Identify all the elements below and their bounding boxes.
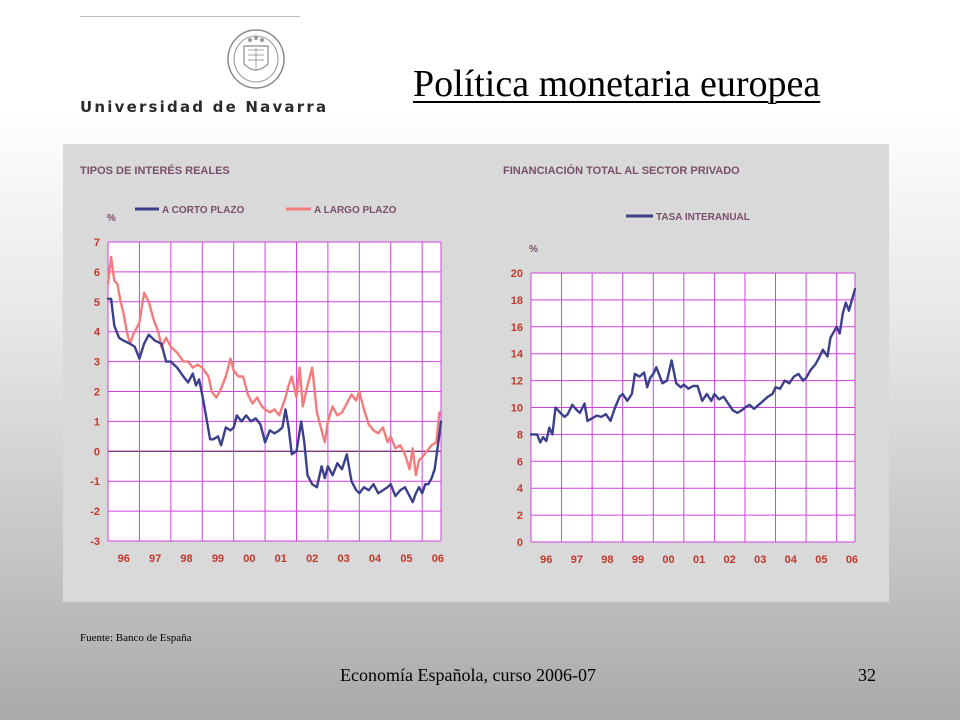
private-credit-y-tick-label: 0 xyxy=(517,537,523,549)
private-credit-x-tick-label: 02 xyxy=(724,554,736,566)
interest-rates-y-tick-label: 2 xyxy=(94,387,100,399)
interest-rates-y-tick-label: 4 xyxy=(94,327,101,339)
interest-rates-chart: TIPOS DE INTERÉS REALES A CORTO PLAZO A … xyxy=(80,164,444,565)
private-credit-x-tick-label: 98 xyxy=(601,554,613,566)
interest-rates-x-tick-label: 96 xyxy=(118,553,130,565)
interest-rates-y-tick-label: -2 xyxy=(90,506,100,518)
interest-rates-y-tick-label: 1 xyxy=(94,416,100,428)
private-credit-x-ticks: 96 97 98 99 00 01 02 03 04 05 06 xyxy=(540,554,858,566)
slide-title: Política monetaria europea xyxy=(413,63,821,105)
interest-rates-chart-title: TIPOS DE INTERÉS REALES xyxy=(80,164,230,177)
source-note: Fuente: Banco de España xyxy=(80,632,192,644)
interest-rates-y-tick-label: 3 xyxy=(94,357,100,369)
interest-rates-series-line-2 xyxy=(106,255,441,477)
interest-rates-x-tick-label: 97 xyxy=(149,553,161,565)
university-logo: Universidad de Navarra xyxy=(80,14,326,116)
interest-rates-y-tick-label: -1 xyxy=(90,476,100,488)
private-credit-x-tick-label: 05 xyxy=(815,554,827,566)
chart-panel: TIPOS DE INTERÉS REALES A CORTO PLAZO A … xyxy=(63,144,889,602)
private-credit-x-tick-label: 96 xyxy=(540,554,552,566)
charts-canvas: TIPOS DE INTERÉS REALES A CORTO PLAZO A … xyxy=(80,164,858,566)
private-credit-series xyxy=(529,287,857,444)
private-credit-x-tick-label: 99 xyxy=(632,554,644,566)
logo-text: Universidad de Navarra xyxy=(80,98,329,116)
private-credit-x-tick-label: 04 xyxy=(785,554,798,566)
interest-rates-x-tick-label: 04 xyxy=(369,553,382,565)
private-credit-y-tick-label: 8 xyxy=(517,429,523,441)
page-number: 32 xyxy=(858,665,876,685)
interest-rates-x-tick-label: 03 xyxy=(337,553,349,565)
interest-rates-y-tick-label: 0 xyxy=(94,446,100,458)
interest-rates-x-tick-label: 06 xyxy=(432,553,444,565)
private-credit-x-tick-label: 00 xyxy=(662,554,674,566)
interest-rates-x-tick-label: 99 xyxy=(212,553,224,565)
legend-label-long-rate: A LARGO PLAZO xyxy=(314,205,397,216)
interest-rates-y-tick-label: 7 xyxy=(94,237,100,249)
interest-rates-y-tick-label: 6 xyxy=(94,267,100,279)
interest-rates-y-tick-label: 5 xyxy=(94,297,100,309)
private-credit-y-tick-label: 14 xyxy=(511,349,524,361)
private-credit-chart-title: FINANCIACIÓN TOTAL AL SECTOR PRIVADO xyxy=(503,164,740,177)
interest-rates-series-line-1 xyxy=(106,297,443,504)
private-credit-y-tick-label: 6 xyxy=(517,456,523,468)
private-credit-y-tick-label: 18 xyxy=(511,295,523,307)
interest-rates-x-tick-label: 05 xyxy=(400,553,412,565)
interest-rates-grid xyxy=(107,241,442,542)
interest-rates-x-tick-label: 98 xyxy=(180,553,192,565)
logo-divider xyxy=(80,16,300,17)
private-credit-y-tick-label: 12 xyxy=(511,376,523,388)
interest-rates-series xyxy=(106,255,443,504)
private-credit-grid xyxy=(530,272,856,543)
private-credit-x-tick-label: 06 xyxy=(846,554,858,566)
private-credit-chart: FINANCIACIÓN TOTAL AL SECTOR PRIVADO TAS… xyxy=(503,164,858,566)
private-credit-x-tick-label: 97 xyxy=(571,554,583,566)
interest-rates-y-unit: % xyxy=(107,213,116,224)
interest-rates-x-tick-label: 01 xyxy=(275,553,287,565)
private-credit-y-tick-label: 16 xyxy=(511,322,523,334)
private-credit-y-unit: % xyxy=(529,244,538,255)
interest-rates-x-tick-label: 02 xyxy=(306,553,318,565)
university-seal-icon xyxy=(214,28,298,90)
legend-label-annual-rate: TASA INTERANUAL xyxy=(656,212,750,223)
interest-rates-y-ticks: 7 6 5 4 3 2 1 0 -1 -2 -3 xyxy=(90,237,101,548)
interest-rates-x-ticks: 96 97 98 99 00 01 02 03 04 05 06 xyxy=(118,553,444,565)
private-credit-y-tick-label: 10 xyxy=(511,403,523,415)
footer-text: Economía Española, curso 2006-07 xyxy=(340,665,596,685)
interest-rates-x-tick-label: 00 xyxy=(243,553,255,565)
private-credit-y-tick-label: 20 xyxy=(511,268,523,280)
private-credit-y-tick-label: 4 xyxy=(517,483,524,495)
private-credit-x-tick-label: 01 xyxy=(693,554,705,566)
private-credit-y-tick-label: 2 xyxy=(517,510,523,522)
legend-label-short-rate: A CORTO PLAZO xyxy=(162,205,244,216)
private-credit-x-tick-label: 03 xyxy=(754,554,766,566)
interest-rates-y-tick-label: -3 xyxy=(90,536,100,548)
private-credit-series-line-1 xyxy=(529,287,857,444)
